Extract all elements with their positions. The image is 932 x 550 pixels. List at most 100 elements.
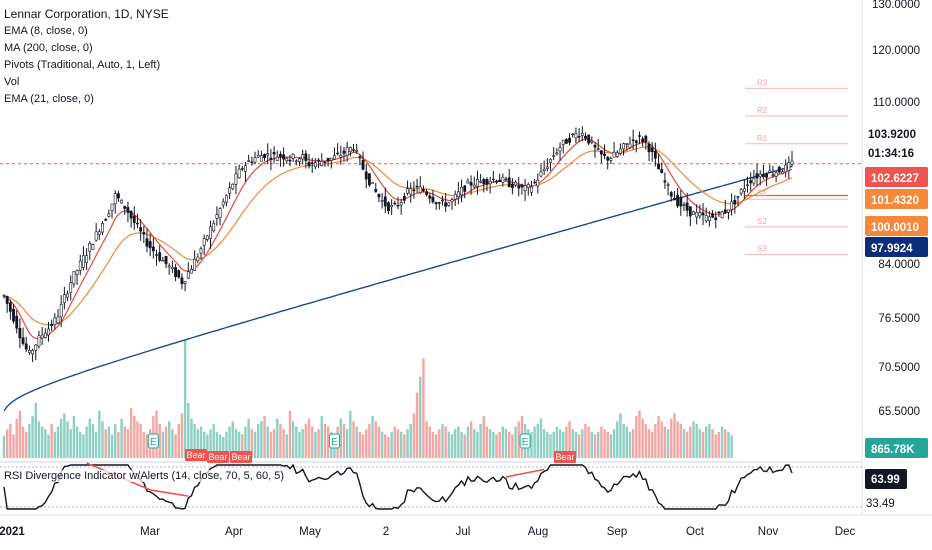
rsi-tick-label: 33.49 [866,498,895,510]
legend-title: Lennar Corporation, 1D, NYSE [4,7,169,21]
candle [193,250,197,271]
candle-body [638,135,641,137]
legend-ema21[interactable]: EMA (21, close, 0) [4,93,94,105]
candle-body [355,150,359,152]
volume-bar [492,431,495,458]
candle [676,187,680,209]
volume-bar [504,429,508,458]
candle [82,246,85,271]
candle [463,184,467,199]
volume-bar [403,434,406,458]
volume-bar [2,435,6,458]
candle [530,180,533,196]
candle [558,142,562,161]
volume-bar [222,437,225,458]
candle-body [733,199,737,205]
candle-body [539,171,543,177]
candle [498,173,502,182]
price-tags: 103.9200 01:34:16 102.6227 101.4320 100.0010… [865,129,928,489]
candle [85,248,89,270]
volume-bar [234,429,238,458]
volume-bar [714,434,717,458]
candle [40,326,44,345]
candle-body [552,155,556,157]
candle-body [205,235,209,240]
candle-body [669,192,673,197]
candle-body [145,238,149,247]
volume-bar [317,429,320,458]
candle-body [56,316,60,324]
y-tick-label: 84.0000 [878,259,920,271]
legend-ema8[interactable]: EMA (8, close, 0) [4,25,88,37]
candle-body [482,179,486,185]
candle [781,168,784,175]
candle [790,150,794,167]
volume-bar [142,431,146,458]
candlesticks[interactable] [2,126,794,363]
volume-bar [565,426,568,458]
volume-bar [358,431,362,458]
legend-vol[interactable]: Vol [4,76,20,88]
candle-body [758,173,762,177]
volume-bar [50,423,53,458]
candle [310,157,314,173]
candle-body [237,168,241,179]
volume-bar [107,426,111,458]
candle [304,149,308,169]
volume-bar [272,429,276,458]
volume-bar [196,429,200,458]
volume-bar [339,418,343,458]
rsi-panel-label[interactable]: RSI Divergence Indicator w/Alerts (14, c… [4,470,285,482]
candle-body [736,196,740,198]
volume-bar [110,434,114,458]
candle [644,134,648,150]
candle [170,260,174,273]
volume-bar [609,434,613,458]
candle [765,172,768,187]
volume-bar [425,421,428,458]
candle [47,321,50,342]
candle-body [212,223,216,232]
volume-bar [282,429,285,458]
candle-body [333,155,336,160]
price-tag-value: 865.78K [871,444,915,456]
legend-ma200[interactable]: MA (200, close, 0) [4,42,93,54]
candle-body [326,157,330,162]
candle [126,201,130,223]
candle-body [752,178,756,184]
candle [174,263,177,282]
volume-bar [631,429,635,458]
volume-bar [263,416,266,458]
candle [717,211,721,217]
candle-body [676,194,680,207]
candle [771,165,775,178]
candle [641,136,645,147]
candle [660,162,664,174]
candle-body [234,173,238,185]
candle [580,126,584,142]
volume-bar [546,431,549,458]
candle [422,185,425,193]
candle [622,142,626,156]
candle-body [342,150,346,154]
volume-bar [666,429,670,458]
candle-body [533,181,537,184]
candle [177,269,181,279]
legend-pivots[interactable]: Pivots (Traditional, Auto, 1, Left) [4,59,161,71]
candle-body [431,196,435,203]
candle [113,190,117,214]
volume-bar [441,423,444,458]
price-tag-bg [865,438,928,458]
candle [749,172,753,192]
candle [323,161,327,167]
volume-bar [244,426,247,458]
price-tag-value: 97.9924 [871,243,913,255]
volume-bar [145,434,149,458]
volume-bar [711,429,714,458]
candle [355,143,359,154]
candle [590,136,594,145]
candle [466,178,470,184]
candle-body [97,231,101,235]
candle [28,345,31,356]
